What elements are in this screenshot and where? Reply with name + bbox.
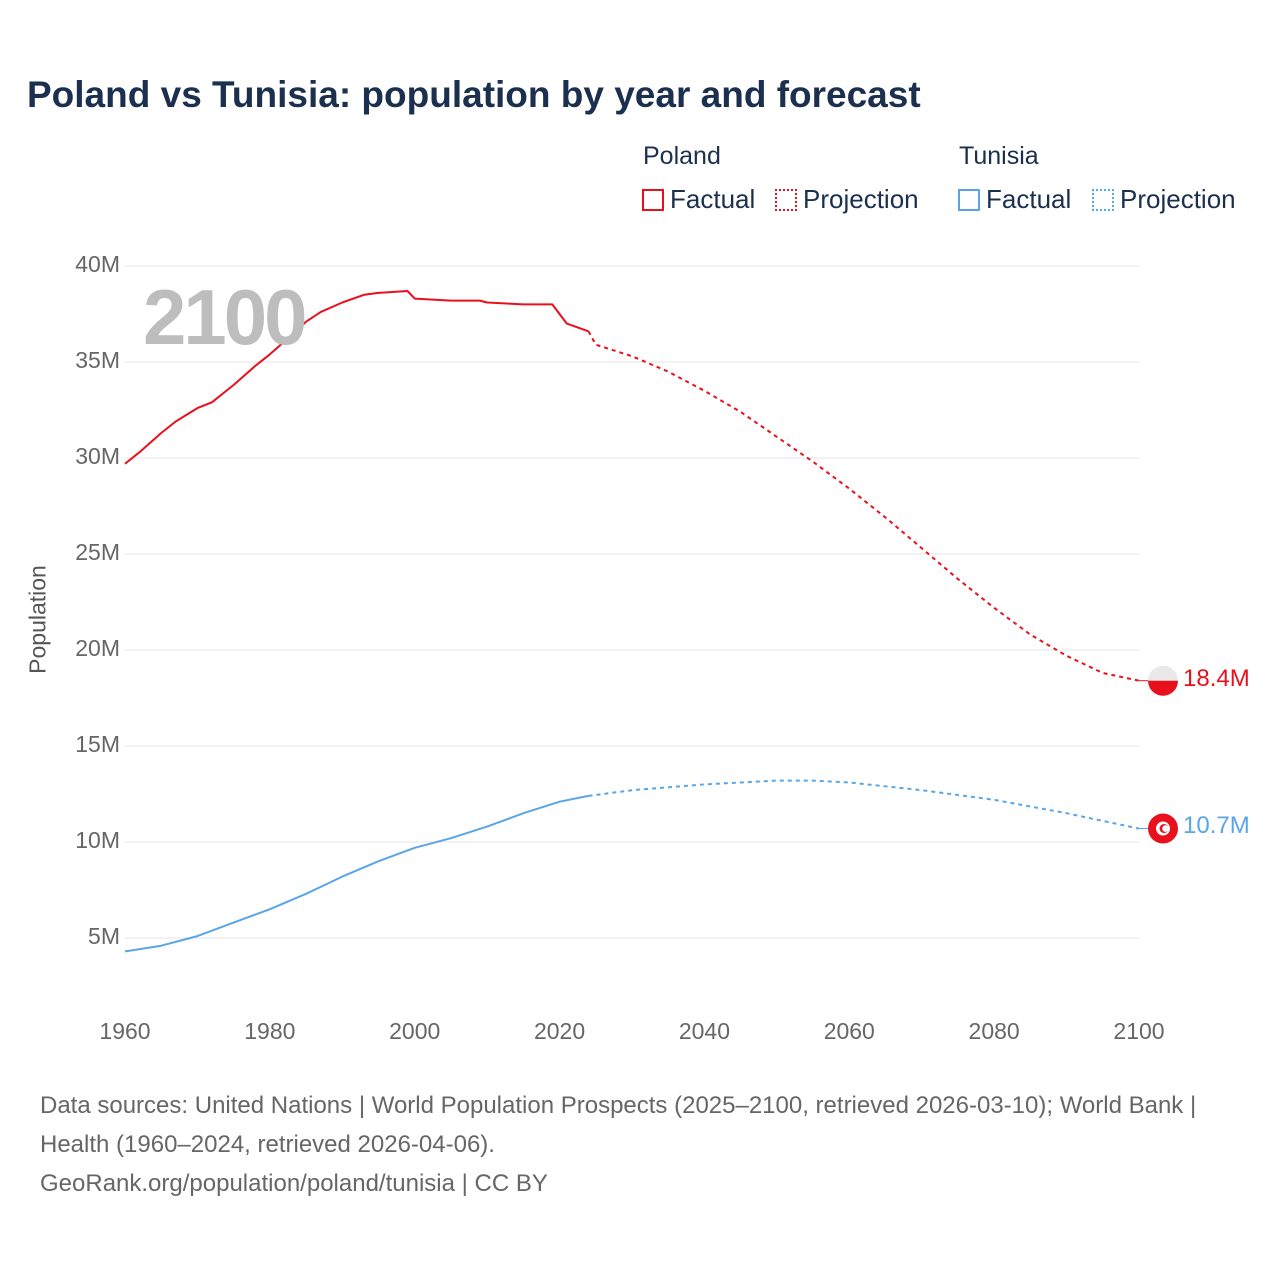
series-line-tunisia-projection — [588, 779, 1140, 830]
y-tick-label: 20M — [75, 635, 120, 661]
y-tick-label: 25M — [75, 539, 120, 565]
current-year-label: 2100 — [143, 273, 308, 361]
y-tick-label: 15M — [75, 731, 120, 757]
y-tick-label: 5M — [88, 923, 120, 949]
x-tick-label: 2000 — [389, 1018, 441, 1044]
legend-label: Factual — [986, 184, 1072, 214]
page-title: Poland vs Tunisia: population by year an… — [27, 74, 921, 115]
poland-flag-red-half — [1148, 680, 1178, 696]
source-link[interactable]: GeoRank.org/population/poland/tunisia | … — [40, 1170, 548, 1197]
x-tick-label: 1980 — [244, 1018, 296, 1044]
y-tick-label: 30M — [75, 443, 120, 469]
y-tick-label: 40M — [75, 251, 120, 277]
y-tick-label: 35M — [75, 347, 120, 373]
series-line-poland-projection — [587, 330, 1140, 682]
source-line: Data sources: United Nations | World Pop… — [40, 1092, 1197, 1158]
x-tick-label: 2080 — [968, 1018, 1020, 1044]
legend-swatch-dotted — [775, 188, 797, 211]
legend-swatch-dotted — [1092, 188, 1114, 211]
tunisia-flag-crescent-cut — [1162, 825, 1169, 832]
x-tick-label: 2040 — [678, 1018, 730, 1044]
x-tick-label: 1960 — [99, 1018, 151, 1044]
y-tick-label: 10M — [75, 827, 120, 853]
end-label-tunisia: 10.7M — [1183, 812, 1250, 839]
x-tick-label: 2060 — [823, 1018, 875, 1044]
x-tick-label: 2020 — [533, 1018, 586, 1044]
legend-label: Projection — [1120, 184, 1236, 214]
legend-group-poland: Poland — [643, 142, 721, 170]
source-note: Data sources: United Nations | World Pop… — [40, 1086, 1240, 1203]
legend-tunisia-factual[interactable]: Factual — [958, 184, 1071, 215]
legend-poland-projection[interactable]: Projection — [775, 184, 919, 215]
legend-swatch-solid — [958, 188, 980, 211]
legend-label: Projection — [803, 184, 919, 214]
series-line-poland-factual — [124, 290, 589, 465]
legend-tunisia-projection[interactable]: Projection — [1092, 184, 1236, 215]
y-axis-label: Population — [24, 565, 51, 674]
legend-label: Factual — [670, 184, 756, 214]
end-label-poland: 18.4M — [1183, 665, 1250, 692]
series-line-tunisia-factual — [124, 794, 589, 953]
x-tick-label: 2100 — [1113, 1018, 1165, 1044]
legend-poland-factual[interactable]: Factual — [642, 184, 755, 215]
legend-group-tunisia: Tunisia — [959, 142, 1039, 170]
legend-swatch-solid — [642, 188, 664, 211]
